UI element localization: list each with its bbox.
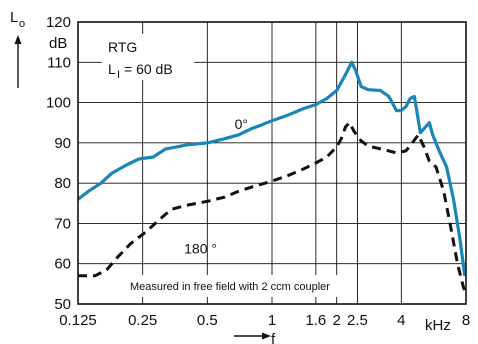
y-tick-label: 50 xyxy=(54,296,71,313)
note-background xyxy=(123,275,356,297)
axis-ticks: 0.125 0.25 0.5 1 1.6 2 2.5 4 8 50 60 70 80 90 100 110 12… xyxy=(46,14,470,329)
x-tick-label: 4 xyxy=(397,312,405,329)
y-tick-label: 120 xyxy=(46,14,71,31)
x-axis-arrow-head xyxy=(262,332,271,340)
data-series: 0° 180 ° xyxy=(77,60,468,293)
input-level-subscript: I xyxy=(117,69,120,81)
series-0-deg-line xyxy=(77,60,467,277)
series-180-deg-line xyxy=(78,121,468,293)
input-level-value: = 60 dB xyxy=(124,61,173,77)
y-axis-subscript: o xyxy=(19,18,25,30)
y-tick-label: 90 xyxy=(54,135,71,152)
y-axis-arrow-head xyxy=(14,35,22,44)
series-label-180-deg: 180 ° xyxy=(184,241,217,257)
plot-border xyxy=(77,21,467,305)
input-level-symbol: L xyxy=(108,61,116,77)
x-axis-unit: kHz xyxy=(425,317,451,334)
y-tick-label: 110 xyxy=(47,54,71,71)
y-axis-unit: dB xyxy=(49,35,67,52)
x-tick-label: 2.5 xyxy=(347,312,368,329)
y-tick-label: 70 xyxy=(54,215,71,232)
annotation-background xyxy=(102,34,194,80)
x-tick-label: 0.5 xyxy=(197,312,218,329)
y-tick-label: 60 xyxy=(54,256,71,273)
x-tick-label: 2 xyxy=(332,312,340,329)
x-tick-label: 0.25 xyxy=(128,312,157,329)
grid-lines xyxy=(78,22,466,304)
plot-frame xyxy=(77,21,467,305)
y-tick-label: 80 xyxy=(54,175,71,192)
x-tick-label: 1 xyxy=(268,312,276,329)
device-label: RTG xyxy=(108,39,137,55)
x-axis-label: f xyxy=(271,331,276,344)
y-axis-symbol: L xyxy=(10,9,18,26)
x-tick-label: 1.6 xyxy=(305,312,326,329)
x-tick-label: 8 xyxy=(462,312,470,329)
x-tick-label: 0.125 xyxy=(59,312,97,329)
series-label-0-deg: 0° xyxy=(235,116,248,132)
y-tick-label: 100 xyxy=(46,95,71,112)
measurement-note: Measured in free field with 2 ccm couple… xyxy=(130,281,330,293)
